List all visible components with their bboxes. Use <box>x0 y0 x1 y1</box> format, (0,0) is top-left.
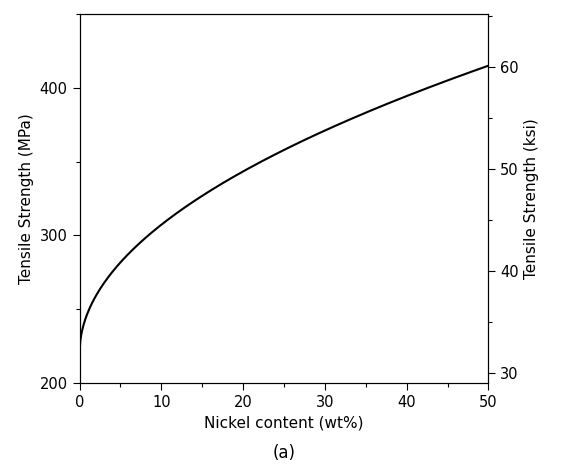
X-axis label: Nickel content (wt%): Nickel content (wt%) <box>204 415 364 430</box>
Y-axis label: Tensile Strength (ksi): Tensile Strength (ksi) <box>524 118 540 279</box>
Text: (a): (a) <box>273 444 295 462</box>
Y-axis label: Tensile Strength (MPa): Tensile Strength (MPa) <box>19 113 34 284</box>
